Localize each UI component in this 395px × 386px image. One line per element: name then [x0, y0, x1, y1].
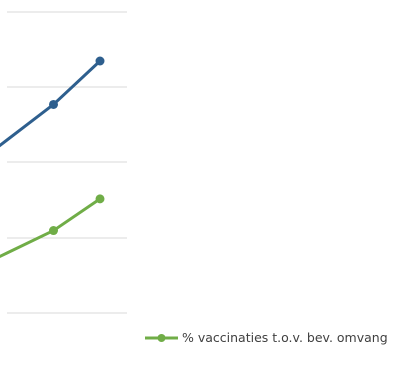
series-1-point-2	[95, 194, 105, 204]
legend: % vaccinaties t.o.v. bev. omvang	[145, 330, 388, 345]
legend-label: % vaccinaties t.o.v. bev. omvang	[182, 330, 388, 345]
series-0-point-1	[49, 99, 58, 109]
series-0-point-2	[95, 56, 105, 66]
series-layer	[0, 56, 105, 259]
gridlines	[7, 11, 127, 314]
series-1-point-1	[49, 226, 58, 236]
series-line-0	[0, 59, 102, 148]
series-line-1	[0, 197, 101, 259]
legend-marker	[157, 334, 166, 342]
